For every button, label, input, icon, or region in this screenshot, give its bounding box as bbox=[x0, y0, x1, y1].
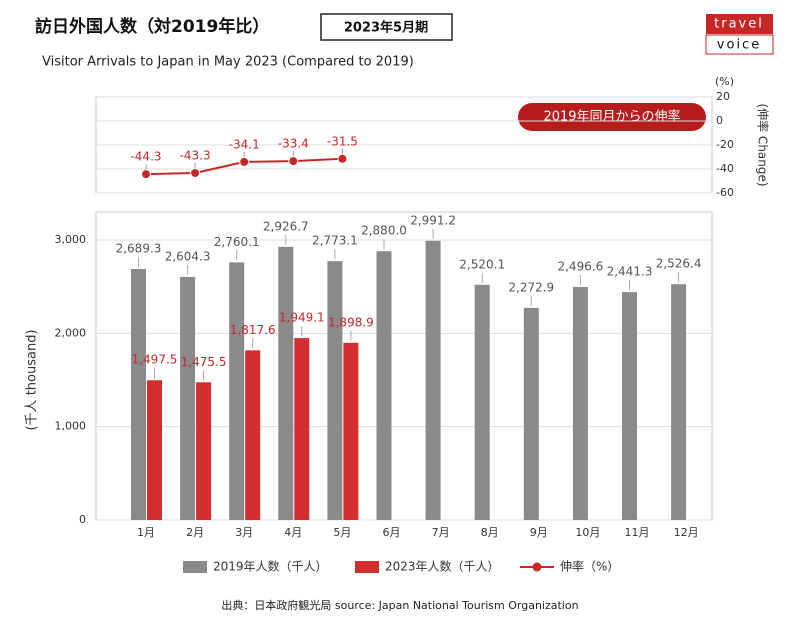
x-tick-label: 2月 bbox=[186, 526, 204, 539]
x-tick-label: 6月 bbox=[383, 526, 401, 539]
point bbox=[288, 156, 299, 167]
data-label: 2,689.3 bbox=[116, 241, 162, 255]
data-label: 2,760.1 bbox=[214, 235, 260, 249]
x-tick-label: 10月 bbox=[575, 526, 600, 539]
bar bbox=[229, 262, 245, 520]
legend-swatch bbox=[532, 562, 542, 572]
y-tick-label: 0 bbox=[79, 513, 86, 526]
x-tick-label: 1月 bbox=[137, 526, 155, 539]
legend-swatch bbox=[355, 561, 379, 573]
point bbox=[141, 169, 151, 180]
subtitle: Visitor Arrivals to Japan in May 2023 (C… bbox=[42, 55, 414, 70]
x-tick-label: 8月 bbox=[481, 526, 499, 539]
data-label: 2,880.0 bbox=[361, 224, 407, 238]
x-tick-label: 7月 bbox=[432, 526, 450, 539]
point bbox=[337, 153, 348, 164]
data-label: 2,496.6 bbox=[557, 259, 603, 273]
legend-swatch bbox=[183, 561, 207, 573]
legend-label: 2023年人数（千人） bbox=[385, 559, 500, 574]
legend-label: 2019年人数（千人） bbox=[213, 559, 328, 574]
annotation: 2019年同月からの伸率 bbox=[543, 109, 680, 125]
data-label: 1,497.5 bbox=[132, 353, 178, 367]
x-tick-label: 12月 bbox=[674, 526, 699, 539]
data-label: -44.3 bbox=[130, 150, 161, 164]
data-label: 2,991.2 bbox=[410, 213, 456, 227]
bar bbox=[278, 246, 294, 520]
bar bbox=[425, 240, 441, 520]
data-label: 2,272.9 bbox=[508, 280, 554, 294]
data-label: 1,817.6 bbox=[230, 323, 276, 337]
legend-label: 伸率（%） bbox=[560, 559, 619, 574]
logo-bottom bbox=[705, 34, 774, 55]
x-tick-label: 9月 bbox=[530, 526, 548, 539]
data-label: 2,773.1 bbox=[312, 234, 358, 248]
bar bbox=[180, 276, 196, 520]
data-label: -31.5 bbox=[327, 134, 358, 148]
logo-text: travel bbox=[714, 17, 764, 32]
badge: 2023年5月期 bbox=[344, 20, 428, 36]
x-tick-label: 5月 bbox=[333, 526, 351, 539]
bar bbox=[147, 380, 162, 520]
y-tick-label: 0 bbox=[716, 114, 723, 127]
data-label: 2,926.7 bbox=[263, 219, 309, 233]
bar bbox=[474, 284, 490, 520]
logo-top bbox=[706, 14, 773, 34]
data-label: -33.4 bbox=[278, 137, 309, 151]
bar bbox=[671, 284, 687, 520]
data-label: 2,520.1 bbox=[459, 257, 505, 271]
y-tick-label: -20 bbox=[716, 138, 734, 151]
bar bbox=[343, 342, 359, 520]
badge-box bbox=[320, 13, 453, 41]
bar bbox=[294, 338, 310, 520]
y-axis-label: (伸率 Change) bbox=[756, 103, 771, 186]
data-label: 2,441.3 bbox=[607, 265, 653, 279]
data-label: 2,604.3 bbox=[165, 249, 211, 263]
source: 出典：日本政府観光局 source: Japan National Touris… bbox=[221, 598, 578, 612]
y-axis-label: (千人 thousand) bbox=[25, 329, 40, 430]
bar bbox=[572, 286, 588, 520]
bar bbox=[523, 307, 539, 520]
bar bbox=[131, 268, 146, 520]
logo-text: voice bbox=[717, 38, 761, 53]
data-label: 1,898.9 bbox=[328, 315, 374, 329]
annotation-pill bbox=[518, 103, 706, 131]
bar bbox=[376, 251, 392, 520]
y-unit: (%) bbox=[715, 75, 734, 88]
y-tick-label: 3,000 bbox=[55, 233, 87, 246]
y-tick-label: -60 bbox=[716, 186, 734, 199]
y-tick-label: -40 bbox=[716, 162, 734, 175]
point bbox=[190, 167, 201, 178]
title: 訪日外国人数（対2019年比） bbox=[35, 16, 269, 37]
x-tick-label: 4月 bbox=[284, 526, 302, 539]
data-label: -34.1 bbox=[229, 137, 260, 151]
point bbox=[239, 156, 250, 167]
bar bbox=[245, 350, 261, 520]
x-tick-label: 11月 bbox=[625, 526, 650, 539]
y-tick-label: 1,000 bbox=[55, 420, 87, 433]
x-tick-label: 3月 bbox=[235, 526, 253, 539]
data-label: 1,949.1 bbox=[279, 311, 325, 325]
data-label: 1,475.5 bbox=[181, 355, 227, 369]
bar bbox=[622, 292, 637, 520]
y-tick-label: 2,000 bbox=[55, 326, 87, 339]
bar bbox=[327, 261, 343, 520]
data-label: 2,526.4 bbox=[656, 257, 702, 271]
bar bbox=[196, 382, 212, 520]
data-label: -43.3 bbox=[180, 148, 211, 162]
y-tick-label: 20 bbox=[716, 90, 730, 103]
